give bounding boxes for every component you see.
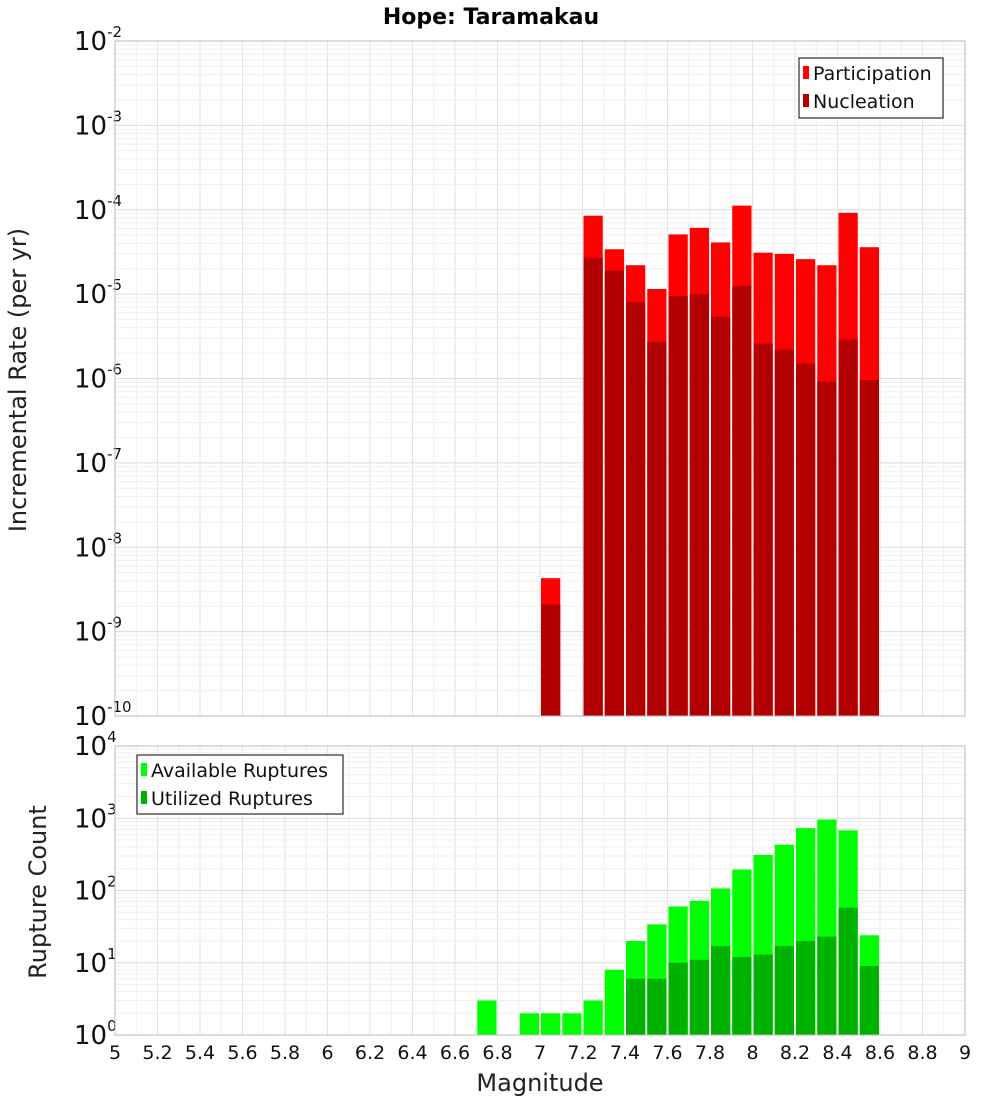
rate-bar-nucleation (668, 296, 688, 716)
rate-bar-nucleation (796, 363, 816, 716)
y-tick-label: 10-10 (74, 698, 132, 732)
y-tick-label: 10-2 (74, 23, 122, 57)
x-tick-label: 9 (959, 1042, 971, 1064)
x-tick-label: 6.6 (440, 1042, 470, 1064)
x-tick-label: 7 (534, 1042, 546, 1064)
participation-legend-swatch (803, 66, 809, 79)
count-bar-utilized-ruptures (774, 946, 794, 1035)
count-bar-utilized-ruptures (817, 936, 837, 1035)
count-bar-utilized-ruptures (838, 907, 858, 1035)
rate-bar-nucleation (774, 349, 794, 716)
rate-bar-nucleation (817, 381, 837, 716)
x-tick-label: 6.8 (482, 1042, 512, 1064)
count-bar-utilized-ruptures (647, 978, 667, 1035)
available-legend-swatch (141, 763, 147, 776)
x-tick-label: 5.4 (185, 1042, 215, 1064)
nucleation-legend-swatch (803, 94, 809, 107)
count-panel: 100 101 102 103 104 Rupture Count Available … (24, 728, 971, 1097)
rate-bar-nucleation (732, 285, 752, 716)
y-tick-label: 101 (74, 945, 117, 979)
count-bar-available-ruptures (541, 1013, 561, 1035)
count-bar-utilized-ruptures (732, 957, 752, 1035)
count-bar-available-ruptures (583, 1000, 603, 1035)
count-bar-utilized-ruptures (753, 954, 773, 1035)
count-bar-available-ruptures (519, 1013, 539, 1035)
x-tick-label: 5 (109, 1042, 121, 1064)
rate-bar-nucleation (753, 343, 773, 716)
nucleation-legend-label: Nucleation (813, 91, 915, 113)
count-y-axis-label: Rupture Count (24, 805, 52, 979)
rate-legend-box (798, 57, 944, 119)
x-tick-label: 7.4 (610, 1042, 640, 1064)
rate-bar-nucleation (689, 294, 709, 717)
x-tick-label: 5.6 (227, 1042, 257, 1064)
count-bar-utilized-ruptures (859, 966, 879, 1035)
y-tick-label: 10-4 (74, 192, 122, 226)
x-tick-label: 5.2 (142, 1042, 172, 1064)
x-tick-label: 8.4 (822, 1042, 852, 1064)
x-tick-label: 8 (746, 1042, 758, 1064)
rate-bar-nucleation (838, 339, 858, 716)
count-bar-utilized-ruptures (668, 962, 688, 1035)
y-tick-label: 100 (74, 1017, 117, 1051)
y-tick-label: 10-6 (74, 361, 122, 395)
count-bar-utilized-ruptures (626, 978, 646, 1035)
rate-bars (541, 205, 879, 717)
rate-bar-nucleation (626, 302, 646, 716)
rate-bar-nucleation (859, 380, 879, 716)
x-tick-label: 8.2 (780, 1042, 810, 1064)
rate-bar-nucleation (711, 316, 731, 716)
x-tick-label: 8.6 (865, 1042, 895, 1064)
count-bar-utilized-ruptures (689, 959, 709, 1035)
x-tick-label: 7.8 (695, 1042, 725, 1064)
count-bar-available-ruptures (562, 1013, 582, 1035)
rate-bar-nucleation (604, 270, 624, 716)
available-legend-label: Available Ruptures (151, 760, 328, 782)
count-plot-frame (114, 745, 966, 1036)
x-tick-label: 5.8 (270, 1042, 300, 1064)
count-y-ticks: 100 101 102 103 104 (74, 728, 117, 1051)
x-axis-label: Magnitude (476, 1069, 603, 1097)
count-bars (477, 819, 879, 1035)
count-bar-available-ruptures (604, 969, 624, 1035)
rate-legend: Participation Nucleation (798, 57, 944, 119)
y-tick-label: 102 (74, 873, 117, 907)
rate-bar-nucleation (583, 257, 603, 716)
rate-plot-frame (114, 40, 966, 717)
x-tick-label: 6 (321, 1042, 333, 1064)
count-legend-box (136, 754, 344, 815)
participation-legend-label: Participation (813, 63, 932, 85)
count-legend: Available Ruptures Utilized Ruptures (136, 754, 344, 815)
count-bar-utilized-ruptures (796, 941, 816, 1035)
rate-grid (114, 41, 966, 717)
y-tick-label: 104 (74, 728, 117, 762)
count-bar-available-ruptures (477, 1000, 497, 1035)
x-tick-label: 7.2 (567, 1042, 597, 1064)
rate-bar-nucleation (541, 604, 561, 716)
x-ticks: 5 5.2 5.4 5.6 5.8 6 6.2 6.4 6.6 6.8 7 7.2 7.4 7.6 7.8 8… (109, 1042, 971, 1064)
chart-title: Hope: Taramakau (383, 5, 599, 30)
x-tick-label: 6.2 (355, 1042, 385, 1064)
utilized-legend-swatch (141, 791, 147, 804)
x-tick-label: 7.6 (652, 1042, 682, 1064)
count-bar-utilized-ruptures (711, 946, 731, 1035)
rate-y-axis-label: Incremental Rate (per yr) (4, 228, 32, 532)
rate-bar-nucleation (647, 342, 667, 716)
x-tick-label: 6.4 (397, 1042, 427, 1064)
x-tick-label: 8.8 (907, 1042, 937, 1064)
y-tick-label: 103 (74, 800, 117, 834)
utilized-legend-label: Utilized Ruptures (151, 788, 313, 810)
